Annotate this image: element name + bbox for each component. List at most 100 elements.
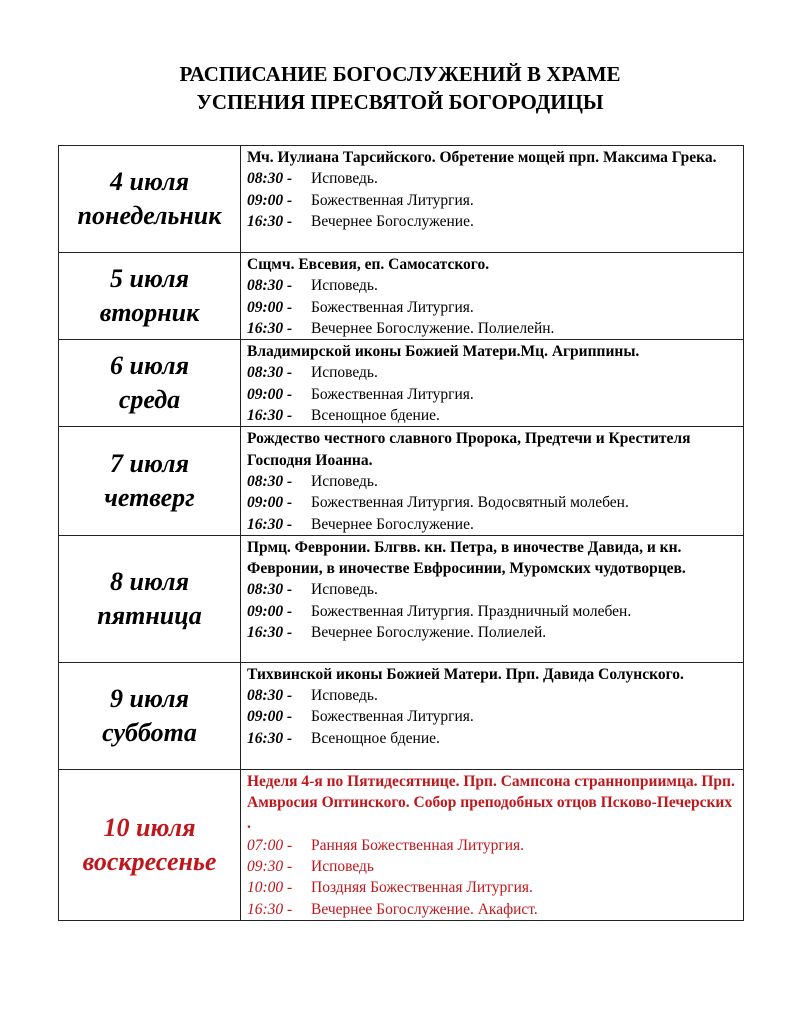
service-item: 16:30 - Всенощное бдение.: [247, 405, 737, 426]
service-name: Божественная Литургия.: [311, 191, 474, 209]
feast-name: Владимирской иконы Божией Матери.Мц. Агр…: [247, 343, 640, 361]
service-item: 09:00 - Божественная Литургия.: [247, 190, 737, 211]
service-item: 16:30 - Вечернее Богослужение.: [247, 514, 737, 535]
service-time: 16:30 -: [247, 900, 293, 918]
service-item: 16:30 - Всенощное бдение.: [247, 728, 737, 749]
service-time: 09:00 -: [247, 385, 293, 403]
day-date: 9 июля: [109, 683, 190, 713]
service-item: 08:30 - Исповедь.: [247, 275, 737, 296]
service-name: Исповедь.: [311, 472, 378, 490]
title-line-2: УСПЕНИЯ ПРЕСВЯТОЙ БОГОРОДИЦЫ: [196, 90, 604, 114]
service-time: 08:30 -: [247, 472, 293, 490]
day-weekday: суббота: [102, 717, 197, 747]
services-cell: Мч. Иулиана Тарсийского. Обретение мощей…: [240, 145, 744, 253]
service-time: 16:30 -: [247, 624, 293, 642]
service-time: 07:00 -: [247, 836, 293, 854]
schedule-table: 4 июля понедельник Мч. Иулиана Тарсийско…: [58, 145, 744, 921]
service-time: 09:00 -: [247, 494, 293, 512]
service-time: 10:00 -: [247, 879, 293, 897]
service-name: Ранняя Божественная Литургия.: [311, 836, 525, 854]
feast-name: Прмц. Февронии. Блгвв. кн. Петра, в иноч…: [247, 538, 686, 578]
service-item: 09:00 - Божественная Литургия.: [247, 706, 737, 727]
service-item: 09:00 - Божественная Литургия.: [247, 384, 737, 405]
service-name: Исповедь: [311, 858, 374, 876]
day-cell: 7 июля четверг: [58, 426, 241, 536]
feast-name: Неделя 4-я по Пятидесятнице. Прп. Сампсо…: [247, 772, 735, 833]
service-item: 08:30 - Исповедь.: [247, 168, 737, 189]
feast-name: Тихвинской иконы Божией Матери. Прп. Дав…: [247, 665, 684, 683]
service-item: 16:30 - Вечернее Богослужение.: [247, 211, 737, 232]
service-name: Всенощное бдение.: [311, 407, 440, 425]
service-name: Божественная Литургия. Водосвятный молеб…: [311, 494, 629, 512]
service-time: 08:30 -: [247, 364, 293, 382]
day-cell: 6 июля среда: [58, 339, 241, 428]
service-name: Исповедь.: [311, 364, 378, 382]
schedule-row: 4 июля понедельник Мч. Иулиана Тарсийско…: [58, 145, 744, 253]
service-item: 08:30 - Исповедь.: [247, 685, 737, 706]
service-item: 09:00 - Божественная Литургия. Праздничны…: [247, 601, 737, 622]
service-name: Вечернее Богослужение.: [311, 212, 474, 230]
service-item: 07:00 - Ранняя Божественная Литургия.: [247, 835, 737, 856]
service-item: 08:30 - Исповедь.: [247, 579, 737, 600]
day-weekday: вторник: [99, 298, 200, 328]
service-item: 08:30 - Исповедь.: [247, 471, 737, 492]
services-cell: Рождество честного славного Пророка, Пре…: [240, 426, 744, 536]
schedule-row: 5 июля вторник Сщмч. Евсевия, еп. Самоса…: [58, 251, 744, 341]
schedule-row: 10 июля воскресенье Неделя 4-я по Пятиде…: [58, 768, 744, 921]
feast-name: Рождество честного славного Пророка, Пре…: [247, 430, 691, 469]
service-item: 10:00 - Поздняя Божественная Литургия.: [247, 877, 737, 898]
service-time: 09:30 -: [247, 858, 293, 876]
service-time: 16:30 -: [247, 212, 293, 230]
service-time: 09:00 -: [247, 602, 293, 620]
service-time: 16:30 -: [247, 729, 293, 747]
feast-name: Мч. Иулиана Тарсийского. Обретение мощей…: [247, 149, 717, 166]
service-item: 16:30 - Вечернее Богослужение. Полиелей.: [247, 622, 737, 643]
service-item: 09:00 - Божественная Литургия.: [247, 297, 737, 318]
day-date: 10 июля: [103, 812, 196, 842]
day-cell: 9 июля суббота: [58, 661, 241, 770]
service-name: Божественная Литургия. Праздничный молеб…: [311, 602, 632, 620]
day-weekday: пятница: [97, 600, 202, 630]
service-name: Исповедь.: [311, 581, 378, 599]
day-cell: 5 июля вторник: [58, 251, 241, 341]
service-item: 08:30 - Исповедь.: [247, 362, 737, 383]
day-date: 4 июля: [109, 167, 190, 196]
day-weekday: воскресенье: [82, 846, 217, 876]
day-cell: 8 июля пятница: [58, 534, 241, 663]
schedule-row: 6 июля среда Владимирской иконы Божией М…: [58, 339, 744, 428]
service-name: Всенощное бдение.: [311, 729, 440, 747]
day-date: 8 июля: [109, 566, 190, 596]
day-date: 6 июля: [109, 351, 190, 381]
services-cell: Владимирской иконы Божией Матери.Мц. Агр…: [240, 339, 744, 428]
schedule-row: 8 июля пятница Прмц. Февронии. Блгвв. кн…: [58, 534, 744, 663]
service-name: Исповедь.: [311, 277, 378, 295]
service-time: 08:30 -: [247, 277, 293, 295]
services-cell: Прмц. Февронии. Блгвв. кн. Петра, в иноч…: [240, 534, 744, 663]
feast-name: Сщмч. Евсевия, еп. Самосатского.: [247, 256, 490, 273]
service-name: Вечернее Богослужение. Акафист.: [311, 900, 538, 918]
service-time: 08:30 -: [247, 170, 293, 188]
service-time: 08:30 -: [247, 687, 293, 705]
service-name: Исповедь.: [311, 170, 378, 188]
day-cell: 4 июля понедельник: [58, 145, 241, 253]
services-cell: Сщмч. Евсевия, еп. Самосатского. 08:30 - И…: [240, 251, 744, 341]
service-name: Поздняя Божественная Литургия.: [311, 879, 533, 897]
service-item: 09:00 - Божественная Литургия. Водосвятны…: [247, 492, 737, 513]
service-time: 08:30 -: [247, 581, 293, 599]
services-cell: Тихвинской иконы Божией Матери. Прп. Дав…: [240, 661, 744, 770]
service-item: 16:30 - Вечернее Богослужение. Акафист.: [247, 899, 737, 920]
services-cell: Неделя 4-я по Пятидесятнице. Прп. Сампсо…: [240, 768, 744, 921]
service-name: Божественная Литургия.: [311, 708, 474, 726]
day-date: 7 июля: [109, 449, 190, 479]
service-name: Исповедь.: [311, 687, 378, 705]
page-title: РАСПИСАНИЕ БОГОСЛУЖЕНИЙ В ХРАМЕ УСПЕНИЯ …: [0, 60, 800, 116]
schedule-row: 9 июля суббота Тихвинской иконы Божией М…: [58, 661, 744, 770]
service-time: 09:00 -: [247, 708, 293, 726]
day-weekday: четверг: [104, 483, 195, 513]
service-name: Вечернее Богослужение. Полиелей.: [311, 624, 547, 642]
service-time: 16:30 -: [247, 407, 293, 425]
day-date: 5 июля: [109, 264, 190, 294]
service-name: Божественная Литургия.: [311, 298, 474, 316]
schedule-row: 7 июля четверг Рождество честного славно…: [58, 426, 744, 536]
service-name: Божественная Литургия.: [311, 385, 474, 403]
